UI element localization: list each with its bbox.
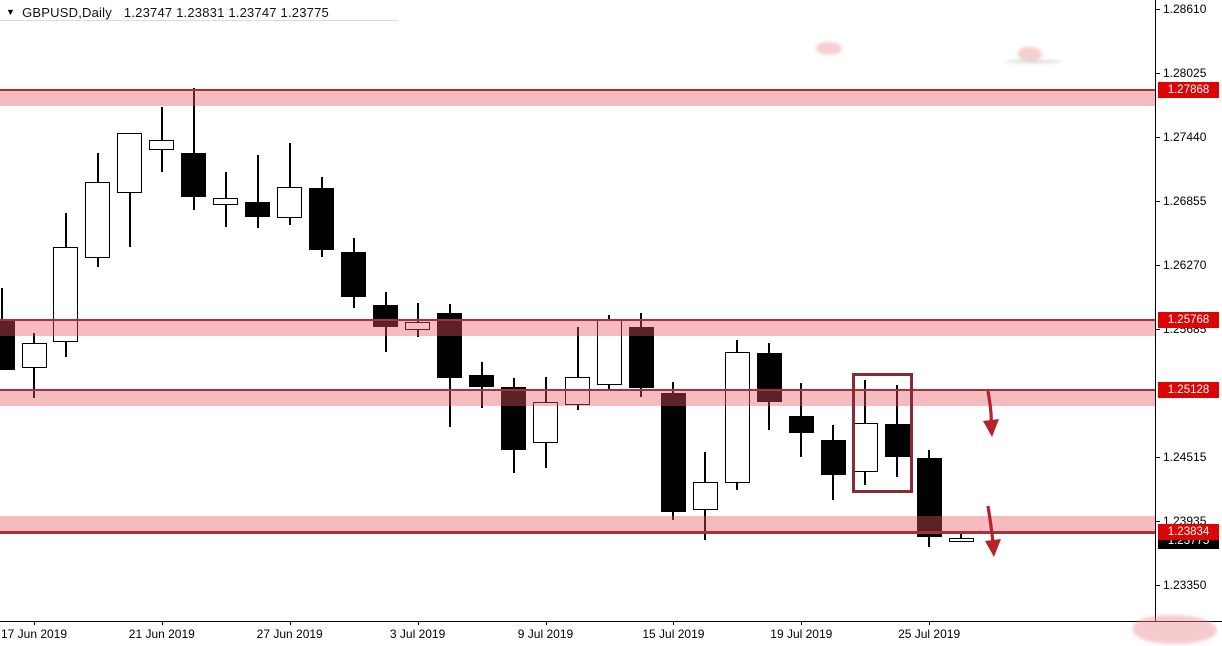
candle-body: [692, 481, 718, 510]
price-tick-mark: [1155, 265, 1160, 266]
price-tick-mark: [1155, 137, 1160, 138]
price-tick-mark: [1155, 520, 1160, 522]
date-tick-label: 25 Jul 2019: [898, 627, 961, 641]
candle-body: [245, 202, 271, 217]
zone-band[interactable]: [0, 515, 1155, 531]
date-tick-mark: [417, 621, 419, 625]
candle-body: [948, 538, 974, 542]
date-tick-label: 15 Jul 2019: [642, 627, 705, 641]
date-tick-label: 19 Jul 2019: [770, 627, 833, 641]
candle-body: [85, 181, 111, 258]
candle-body: [181, 153, 207, 198]
price-tick-label: 1.28025: [1163, 66, 1207, 80]
symbol-timeframe-label: GBPUSD,Daily: [22, 4, 112, 20]
candle-body: [277, 187, 303, 218]
watermark-smudge: [1005, 60, 1062, 63]
price-tick-mark: [1155, 584, 1160, 586]
date-tick-label: 3 Jul 2019: [389, 627, 446, 641]
candle-body: [820, 439, 846, 475]
price-tick-mark: [1155, 329, 1160, 330]
zone-line[interactable]: [0, 318, 1155, 321]
date-tick-label: 21 Jun 2019: [128, 627, 195, 641]
candle-body: [117, 132, 143, 193]
price-tick-mark: [1155, 457, 1160, 458]
price-axis-line: [1155, 0, 1156, 621]
candle-body: [405, 322, 431, 330]
price-tick-mark: [1155, 201, 1160, 202]
watermark-smudge: [816, 42, 842, 55]
price-tick-label: 1.26855: [1163, 194, 1207, 208]
candle-body: [373, 305, 399, 327]
price-tick-label: 1.26270: [1163, 258, 1207, 272]
symbol-dropdown-icon[interactable]: ▼: [6, 6, 16, 17]
candle-wick: [192, 88, 195, 210]
zone-price-tag: 1.23834: [1158, 523, 1219, 540]
candle-body: [149, 140, 175, 150]
highlight-rectangle[interactable]: [852, 373, 913, 493]
zone-price-tag: 1.25128: [1158, 381, 1219, 398]
candle-body: [341, 252, 367, 297]
candle-body: [533, 402, 558, 443]
candle-body: [628, 327, 654, 388]
date-tick-mark: [929, 621, 931, 625]
date-tick-label: 17 Jun 2019: [0, 627, 68, 641]
candle-body: [53, 246, 79, 342]
candle-body: [724, 352, 750, 483]
candle-wick: [256, 155, 259, 228]
watermark-smudge: [1133, 615, 1217, 644]
price-tick-mark: [1155, 9, 1160, 10]
zone-band[interactable]: [0, 320, 1155, 336]
zone-line[interactable]: [0, 530, 1155, 534]
date-tick-mark: [545, 621, 547, 625]
zone-price-tag: 1.25768: [1158, 311, 1219, 328]
date-tick-label: 9 Jul 2019: [517, 627, 574, 641]
price-tick-mark: [1155, 73, 1160, 74]
plot-area[interactable]: [0, 0, 1155, 621]
candle-body: [469, 374, 494, 387]
candle-body: [21, 343, 47, 368]
header-separator: [0, 20, 398, 21]
time-axis-line: [0, 621, 1222, 622]
price-tick-label: 1.27440: [1163, 130, 1207, 144]
candle-body: [884, 424, 910, 457]
candle-body: [756, 353, 782, 402]
candle-wick: [160, 107, 163, 172]
candle-body: [437, 313, 463, 378]
date-tick-mark: [34, 621, 35, 625]
candle-wick: [576, 327, 579, 410]
zone-band[interactable]: [0, 390, 1155, 406]
date-tick-mark: [673, 621, 675, 625]
candle-wick: [960, 531, 963, 541]
candle-body: [916, 458, 942, 537]
date-tick-mark: [289, 621, 291, 625]
candle-body: [596, 320, 622, 385]
candle-body: [501, 387, 526, 450]
zone-line[interactable]: [0, 388, 1155, 391]
price-tick-label: 1.24515: [1163, 450, 1207, 464]
candle-body: [788, 416, 814, 433]
date-tick-mark: [801, 621, 803, 625]
candle-body: [309, 188, 335, 250]
candle-body: [213, 198, 239, 205]
chart-header: ▼ GBPUSD,Daily 1.23747 1.23831 1.23747 1…: [6, 4, 329, 20]
zone-price-tag: 1.27868: [1158, 82, 1219, 99]
price-tick-label: 1.23350: [1163, 577, 1207, 592]
zone-line[interactable]: [0, 89, 1155, 92]
header-ohlc-values: 1.23747 1.23831 1.23747 1.23775: [123, 4, 329, 20]
candle-body: [660, 393, 686, 512]
date-tick-mark: [161, 621, 163, 625]
watermark-smudge: [1018, 47, 1042, 61]
price-tick-label: 1.28610: [1163, 2, 1207, 16]
candle-body: [565, 377, 590, 405]
candle-wick: [288, 143, 291, 225]
zone-band[interactable]: [0, 91, 1155, 107]
date-tick-label: 27 Jun 2019: [256, 627, 323, 641]
